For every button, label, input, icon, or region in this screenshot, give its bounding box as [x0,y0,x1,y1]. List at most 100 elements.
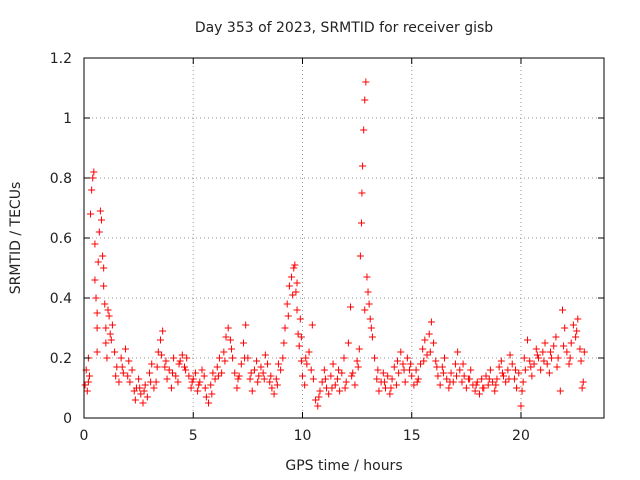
data-point [303,360,311,368]
data-point [153,363,161,371]
data-point [454,348,462,356]
data-point [519,378,527,386]
data-point [451,360,459,368]
data-point [97,216,105,224]
data-point [307,366,315,374]
data-points [81,78,588,410]
data-point [508,360,516,368]
data-point [363,273,371,281]
data-point [302,354,310,362]
data-point [288,273,296,281]
data-point [569,321,577,329]
data-point [239,339,247,347]
data-point [136,384,144,392]
data-point [475,390,483,398]
data-point [85,372,93,380]
data-point [318,378,326,386]
data-point [226,336,234,344]
data-point [340,354,348,362]
data-point [472,381,480,389]
data-point [188,378,196,386]
data-point [484,381,492,389]
y-tick-label: 0.6 [50,231,72,247]
data-point [161,363,169,371]
data-point [360,126,368,134]
data-point [202,393,210,401]
data-point [183,354,191,362]
data-point [362,78,370,86]
data-point [413,378,421,386]
data-point [207,381,215,389]
data-point [466,375,474,383]
data-point [423,351,431,359]
data-point [539,348,547,356]
data-point [327,372,335,380]
data-point [482,372,490,380]
data-point [96,207,104,215]
data-point [371,354,379,362]
data-point [486,366,494,374]
data-point [257,363,265,371]
data-point [270,390,278,398]
data-point [341,384,349,392]
data-point [272,375,280,383]
data-point [172,372,180,380]
data-point [246,375,254,383]
data-point [505,375,513,383]
data-point [394,357,402,365]
data-point [563,348,571,356]
data-point [414,375,422,383]
data-point [445,384,453,392]
data-point [533,351,541,359]
data-point [331,381,339,389]
data-point [460,372,468,380]
data-point [146,369,154,377]
axis-ticks: 0 5 10 15 20 0 0.2 0.4 0.6 0.8 1 1.2 [50,51,604,444]
data-point [214,372,222,380]
data-point [576,345,584,353]
data-point [410,381,418,389]
data-point [342,378,350,386]
data-point [285,282,293,290]
data-point [200,372,208,380]
data-point [574,315,582,323]
data-point [407,360,415,368]
data-point [552,333,560,341]
data-point [233,384,241,392]
data-point [168,369,176,377]
data-point [156,336,164,344]
data-point [433,363,441,371]
data-point [521,366,529,374]
data-point [185,372,193,380]
data-point [143,393,151,401]
data-point [196,378,204,386]
data-point [541,339,549,347]
data-point [159,327,167,335]
data-point [447,369,455,377]
data-point [567,339,575,347]
data-point [92,294,100,302]
data-point [399,360,407,368]
y-axis-label: SRMTID / TECUs [8,182,24,295]
data-point [395,369,403,377]
data-point [367,324,375,332]
data-point [361,306,369,314]
data-point [292,288,300,296]
data-point [277,366,285,374]
data-point [530,360,538,368]
data-point [93,324,101,332]
data-point [543,360,551,368]
data-point [426,348,434,356]
data-point [560,342,568,350]
data-point [312,396,320,404]
data-point [436,381,444,389]
data-point [174,378,182,386]
data-point [492,381,500,389]
data-point [237,360,245,368]
data-point [140,387,148,395]
data-point [320,366,328,374]
y-tick-label: 1.2 [50,51,72,67]
x-tick-label: 10 [294,428,312,444]
data-point [462,384,470,392]
data-point [175,360,183,368]
